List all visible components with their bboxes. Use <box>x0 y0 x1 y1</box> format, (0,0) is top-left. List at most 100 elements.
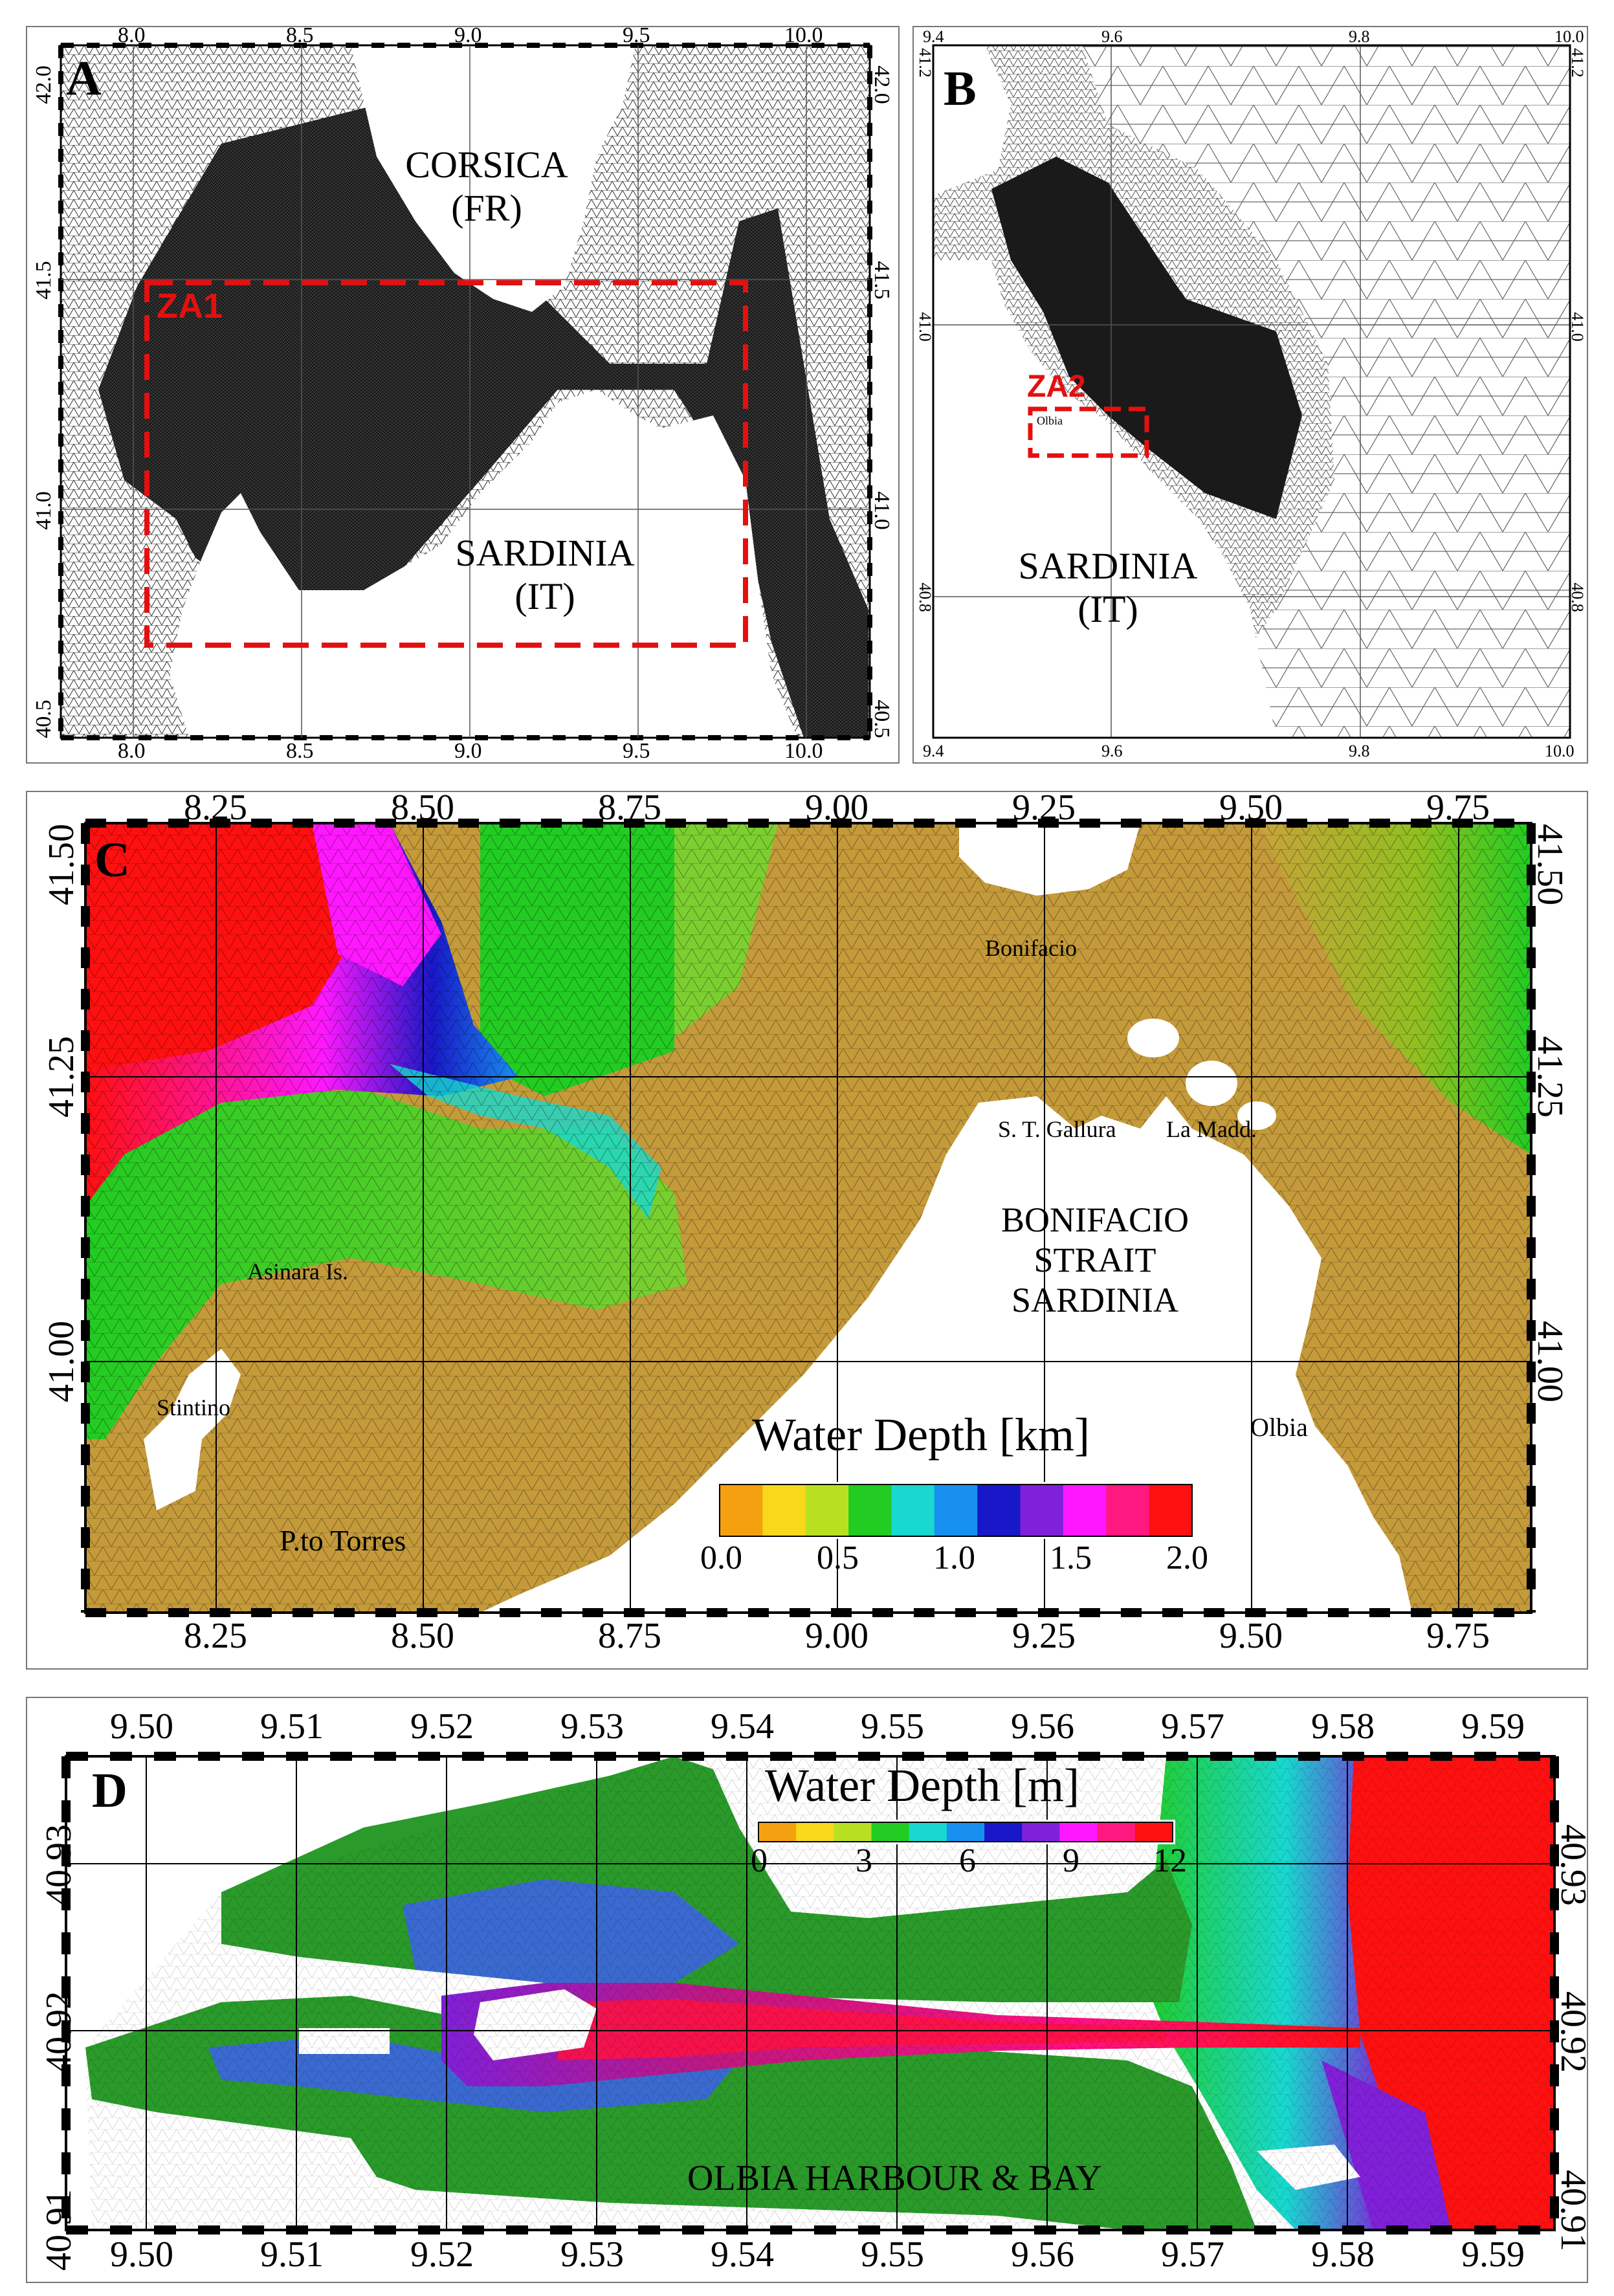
colorbar-m-tick-3: 9 <box>1063 1842 1079 1879</box>
d-lon-top-9: 9.59 <box>1461 1706 1525 1747</box>
colorbar-m-swatch <box>909 1822 947 1842</box>
place-olbia-c: Olbia <box>1250 1413 1308 1442</box>
c-lat-right-2: 41.00 <box>1530 1321 1570 1402</box>
colorbar-m-swatch <box>1059 1822 1098 1842</box>
d-lat-right-0: 40.93 <box>1553 1824 1588 1906</box>
c-lon-bot-0: 8.25 <box>184 1616 247 1656</box>
colorbar-m-swatch <box>1134 1822 1173 1842</box>
place-stintino: Stintino <box>157 1395 231 1420</box>
colorbar-m <box>756 1820 1175 1844</box>
c-lon-bot-2: 8.75 <box>598 1616 661 1656</box>
panel-a-map-graphic <box>58 43 872 740</box>
region-c-line-1: BONIFACIO <box>1000 1200 1189 1239</box>
a-lon-top-2: 9.0 <box>454 26 482 47</box>
sardinia-landmass <box>170 390 797 738</box>
colorbar-km-frame <box>719 1484 1193 1537</box>
d-lon-bot-6: 9.56 <box>1011 2235 1074 2275</box>
d-lon-top-6: 9.56 <box>1011 1706 1074 1747</box>
c-lon-bot-6: 9.75 <box>1426 1616 1490 1656</box>
d-lon-top-8: 9.58 <box>1311 1706 1375 1747</box>
d-lon-bot-3: 9.53 <box>560 2235 624 2275</box>
d-lon-top-1: 9.51 <box>260 1706 324 1747</box>
colorbar-m-title: Water Depth [m] <box>765 1760 1079 1811</box>
d-lat-left-2: 40.91 <box>39 2189 79 2271</box>
d-lat-left-1: 40.92 <box>39 1991 79 2073</box>
panel-c-label: C <box>94 833 130 887</box>
colorbar-km-tick-1: 0.5 <box>817 1540 859 1576</box>
panel-b-mesh-map: B ZA2 Olbia SARDINIA (IT) 9.4 9.6 9.8 10… <box>912 26 1588 764</box>
a-lat-left-3: 40.5 <box>31 700 56 738</box>
colorbar-km-swatch <box>1063 1485 1107 1536</box>
colorbar-m-swatch <box>1097 1822 1136 1842</box>
b-lat-left-1: 41.0 <box>915 312 934 342</box>
b-lat-right-0: 41.2 <box>1567 48 1587 78</box>
colorbar-km-swatch <box>762 1485 806 1536</box>
d-lon-top-3: 9.53 <box>560 1706 624 1747</box>
d-lon-top-4: 9.54 <box>711 1706 774 1747</box>
c-lat-right-0: 41.50 <box>1530 824 1570 905</box>
c-lon-top-4: 9.25 <box>1012 791 1076 828</box>
b-lon-bot-0: 9.4 <box>923 742 944 760</box>
d-lon-bot-5: 9.55 <box>861 2235 924 2275</box>
za1-label: ZA1 <box>157 287 223 326</box>
b-lon-bot-2: 9.8 <box>1349 742 1370 760</box>
a-lon-bot-4: 10.0 <box>784 739 823 763</box>
c-lon-top-0: 8.25 <box>184 791 247 828</box>
colorbar-m-swatch <box>984 1822 1023 1842</box>
corsica-land-c <box>959 823 1140 896</box>
a-lon-bot-1: 8.5 <box>286 739 314 763</box>
za2-label: ZA2 <box>1027 370 1086 404</box>
d-lon-bot-1: 9.51 <box>260 2235 324 2275</box>
c-lat-left-2: 41.00 <box>41 1321 82 1402</box>
panel-b-map-graphic <box>932 44 1571 739</box>
b-lon-top-2: 9.8 <box>1349 27 1370 46</box>
d-lon-bot-7: 9.57 <box>1161 2235 1224 2275</box>
a-lat-right-1: 41.5 <box>869 261 894 300</box>
colorbar-km-swatch <box>934 1485 978 1536</box>
colorbar-m-swatch <box>1022 1822 1061 1842</box>
corsica-country: (FR) <box>451 186 522 229</box>
c-lon-top-2: 8.75 <box>598 791 661 828</box>
b-lon-top-0: 9.4 <box>923 27 944 46</box>
d-lon-bot-9: 9.59 <box>1461 2235 1525 2275</box>
panel-c-bathymetry-map: C 8.25 8.50 8.75 9.00 9.25 9.50 9.75 8.2… <box>26 791 1588 1670</box>
colorbar-m-tick-1: 3 <box>856 1842 872 1879</box>
a-lat-left-1: 41.5 <box>31 261 56 300</box>
c-lon-top-6: 9.75 <box>1426 791 1490 828</box>
colorbar-m-tick-2: 6 <box>959 1842 976 1879</box>
sardinia-label-a: SARDINIA (IT) <box>441 532 648 618</box>
d-lat-right-1: 40.92 <box>1553 1991 1588 2073</box>
colorbar-km-swatch <box>1149 1485 1193 1536</box>
a-lat-left-0: 42.0 <box>31 65 56 104</box>
colorbar-km <box>717 1482 1195 1539</box>
colorbar-km-swatch <box>977 1485 1021 1536</box>
za2-box <box>1028 406 1149 458</box>
panel-d-label: D <box>92 1763 127 1818</box>
colorbar-m-tick-0: 0 <box>751 1842 768 1879</box>
panel-a-frame <box>58 43 872 740</box>
c-lat-left-0: 41.50 <box>41 824 82 905</box>
sardinia-landmass-b <box>933 260 1276 738</box>
colorbar-km-swatch <box>1020 1485 1064 1536</box>
panel-d-map-graphic <box>61 1752 1559 2235</box>
panel-d-olbia-bathymetry: D 9.50 9.51 9.52 9.53 9.54 9.55 9.56 9.5… <box>26 1697 1588 2283</box>
place-la-maddalena: La Madd. <box>1166 1116 1257 1142</box>
a-lat-right-3: 40.5 <box>869 700 894 738</box>
colorbar-m-swatch <box>946 1822 986 1842</box>
d-lon-top-7: 9.57 <box>1161 1706 1224 1747</box>
b-lat-right-1: 41.0 <box>1567 312 1587 342</box>
c-lon-bot-3: 9.00 <box>805 1616 868 1656</box>
corsica-label: CORSICA (FR) <box>390 144 584 230</box>
a-lat-right-0: 42.0 <box>869 65 894 104</box>
d-lat-left-0: 40.93 <box>39 1824 79 1906</box>
panel-c-map-graphic <box>81 819 1536 1617</box>
za1-box <box>144 280 748 648</box>
a-lat-right-2: 41.0 <box>869 491 894 530</box>
colorbar-km-swatch <box>720 1485 764 1536</box>
olbia-label-b: Olbia <box>1037 414 1063 427</box>
sardinia-name-a: SARDINIA <box>455 532 635 574</box>
c-lat-right-1: 41.25 <box>1530 1036 1570 1118</box>
c-lon-bot-4: 9.25 <box>1012 1616 1076 1656</box>
b-lon-bot-1: 9.6 <box>1101 742 1123 760</box>
colorbar-km-title: Water Depth [km] <box>752 1409 1090 1461</box>
